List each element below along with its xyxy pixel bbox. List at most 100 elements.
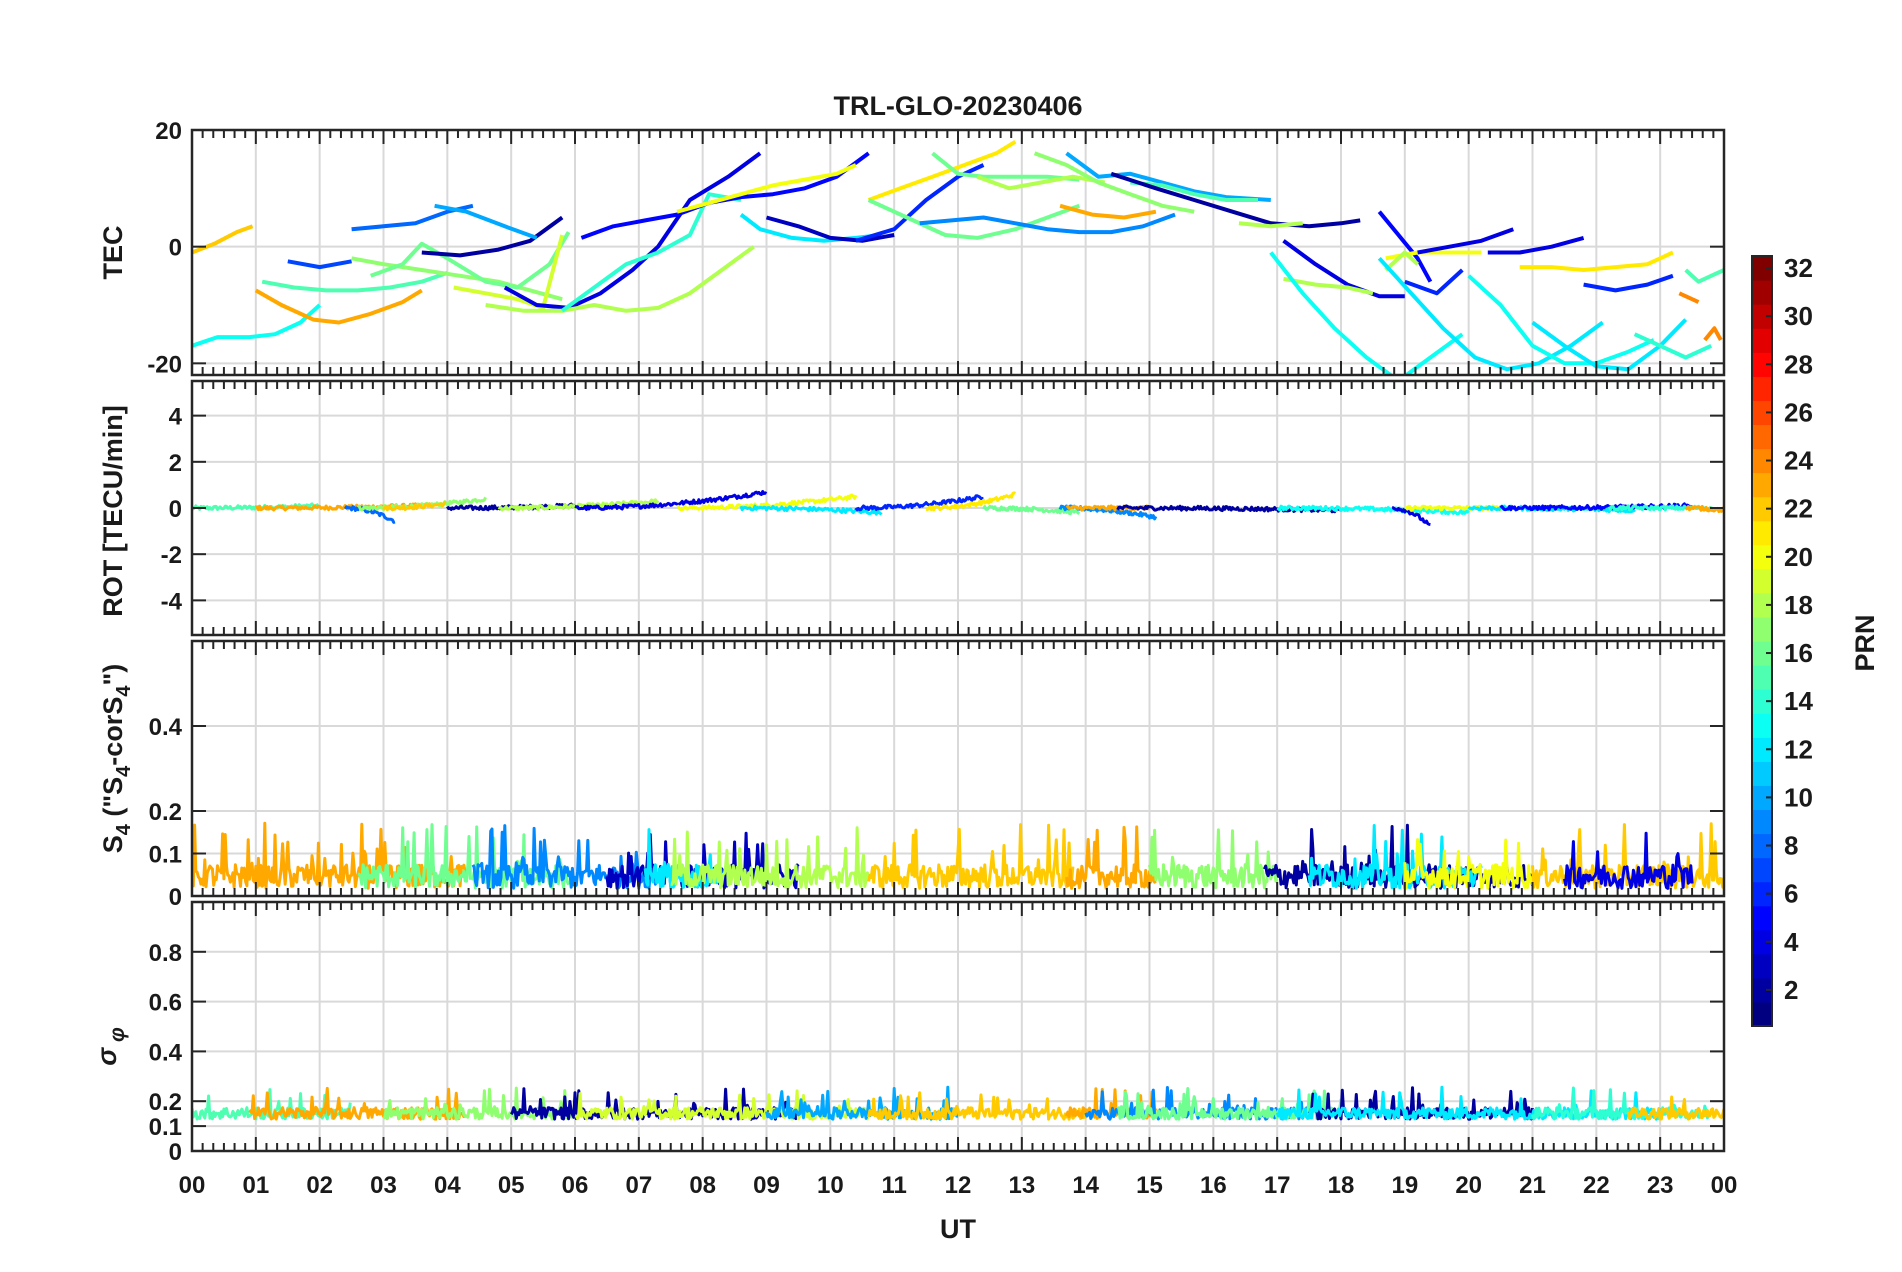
tec-series-prn-23 (1059, 203, 1157, 220)
x-tick-label: 02 (306, 1172, 333, 1199)
tec-series-prn-4 (1417, 227, 1514, 255)
x-tick-label: 12 (945, 1172, 972, 1199)
tec-series-prn-16 (931, 151, 1080, 182)
rot-series-prn-12 (1467, 504, 1636, 514)
rot-series-prn-17 (356, 496, 487, 512)
rot-series-prn-5 (1499, 502, 1693, 512)
colorbar-segment (1752, 905, 1772, 931)
y-tick-label: 0.2 (149, 799, 182, 826)
colorbar-tick-label: 6 (1784, 879, 1798, 909)
tec-series-prn-5 (1377, 210, 1433, 283)
rot-series-prn-4 (1391, 506, 1431, 526)
tec-series-prn-18 (976, 174, 1106, 191)
colorbar-segment (1752, 616, 1772, 642)
x-tick-label: 10 (817, 1172, 844, 1199)
panel-s4-ticks (191, 641, 1725, 897)
colorbar-tick-label: 28 (1784, 349, 1813, 379)
panel-sigma: 00.10.2 0.4 0.6 0.8 σ φ (92, 900, 1726, 1166)
y-axis-label-part: ") (98, 664, 128, 686)
y-axis-label-part: 4 (113, 685, 135, 697)
tec-series-prn-21 (1519, 250, 1674, 272)
x-tick-label: 03 (370, 1172, 397, 1199)
y-tick-label: 0.2 (149, 1089, 182, 1116)
rot-series-prn-13 (1276, 504, 1470, 516)
y-axis-label: TEC (98, 226, 128, 280)
colorbar-segment (1752, 304, 1772, 329)
y-tick-label: 0.1 (149, 842, 182, 869)
colorbar-segment (1752, 785, 1772, 811)
s4-series-prn-22 (867, 823, 1075, 890)
colorbar-tick-label: 20 (1784, 542, 1813, 572)
s4-series-prn-9 (471, 824, 660, 890)
tec-series-prn-18 (1238, 221, 1303, 229)
y-tick-label: 0.4 (149, 1039, 183, 1066)
colorbar-tick-label: 14 (1784, 686, 1813, 716)
x-tick-label: 08 (689, 1172, 716, 1199)
sigma-series-prn-22 (867, 1091, 1088, 1121)
rot-series-prn-16 (982, 504, 1081, 516)
tec-series-prn-24 (1678, 291, 1700, 304)
tec-series-prn-17 (351, 256, 563, 302)
colorbar-segment (1752, 256, 1772, 281)
x-tick-label: 16 (1200, 1172, 1227, 1199)
panel-sigma-ticks (191, 902, 1725, 1152)
tec-series-prn-16 (867, 198, 1080, 240)
y-axis-label: ROT [TECU/min] (98, 405, 128, 616)
y-tick-label: 0 (169, 496, 182, 523)
x-tick-label: 13 (1008, 1172, 1035, 1199)
tec-series-prn-19 (453, 234, 565, 310)
colorbar-segment (1752, 568, 1772, 594)
colorbar-segment (1752, 376, 1772, 401)
panel-s4-data (192, 821, 1724, 890)
x-tick-label: 01 (242, 1172, 269, 1199)
rot-series-prn-18 (497, 498, 660, 512)
tec-series-prn-20 (676, 163, 857, 214)
colorbar-tick-label: 12 (1784, 734, 1813, 764)
y-tick-label: 0.4 (149, 714, 183, 741)
x-tick-label: 00 (179, 1172, 206, 1199)
panel-s4: 00.10.20.4S4 ("S4-corS4") (98, 639, 1726, 911)
y-tick-label: 0 (169, 1139, 182, 1166)
tec-series-prn-10 (434, 203, 538, 240)
rot-series-prn-20 (676, 493, 858, 512)
s4-series-prn-18 (670, 826, 871, 890)
x-tick-label: 00 (1711, 1172, 1738, 1199)
tec-series-prn-3 (765, 215, 895, 243)
colorbar-segment (1752, 544, 1772, 570)
x-axis-label: UT (940, 1214, 976, 1244)
sigma-series-prn-22 (1626, 1095, 1724, 1121)
y-axis-label-part: 4 (113, 765, 135, 777)
tec-series-prn-4 (503, 151, 762, 310)
y-tick-label: 20 (155, 118, 182, 145)
rot-series-prn-22 (382, 500, 447, 512)
y-axis-label-part: φ (106, 1027, 129, 1048)
x-tick-label: 21 (1519, 1172, 1546, 1199)
colorbar-segment (1752, 280, 1772, 305)
colorbar-tick-label: 26 (1784, 397, 1813, 427)
tec-series-prn-18 (1384, 250, 1419, 272)
x-tick-label: 23 (1647, 1172, 1674, 1199)
y-axis-label-part: 4 (113, 823, 135, 835)
y-axis-label-part: S (98, 835, 128, 853)
colorbar-segment (1752, 929, 1772, 955)
rot-series-prn-4 (574, 490, 768, 511)
y-tick-label: 0 (169, 884, 182, 911)
colorbar-tick-label: 22 (1784, 494, 1813, 524)
x-tick-label: 05 (498, 1172, 525, 1199)
y-tick-label: -2 (161, 542, 182, 569)
colorbar-segment (1752, 641, 1772, 666)
x-tick-label: 07 (625, 1172, 652, 1199)
s4-series-prn-20 (1403, 838, 1534, 890)
y-axis-label-part: -corS (98, 697, 128, 766)
colorbar-segment (1752, 424, 1772, 450)
tec-series-prn-4 (1282, 239, 1405, 299)
colorbar-segment (1752, 665, 1772, 690)
rot-series-prn-6 (854, 494, 984, 512)
panel-sigma-data (192, 1085, 1724, 1121)
panel-rot-ticks (191, 381, 1725, 635)
x-tick-label: 22 (1583, 1172, 1610, 1199)
colorbar-tick-label: 8 (1784, 831, 1798, 861)
tec-series-prn-7 (287, 259, 352, 270)
y-tick-label: 4 (169, 404, 183, 431)
